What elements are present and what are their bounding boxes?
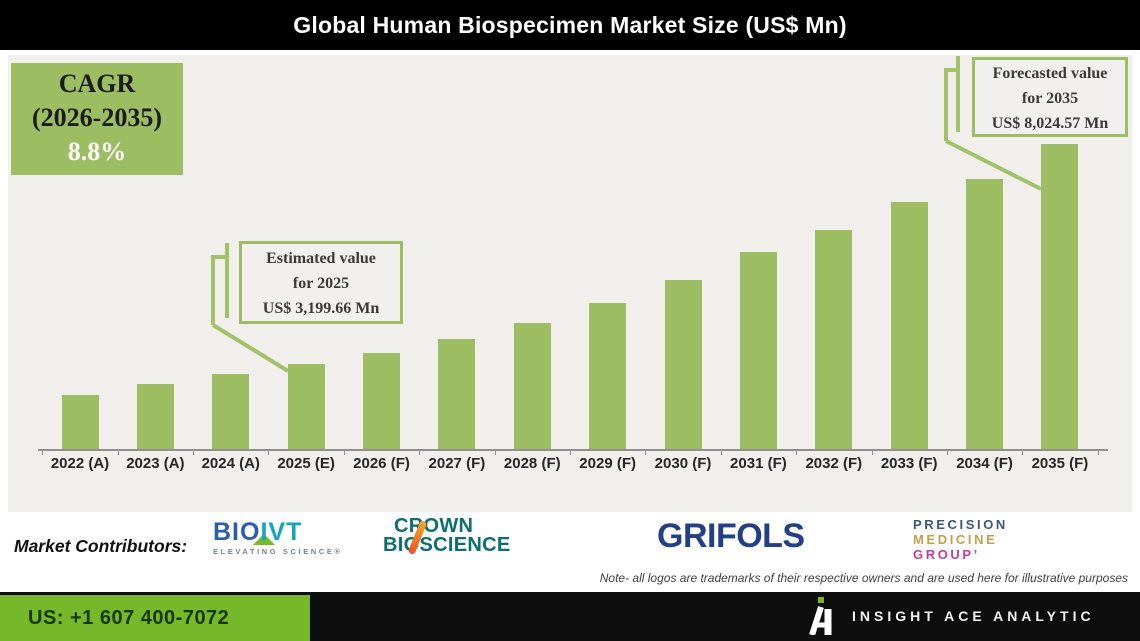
estimated-callout-line1: Estimated value xyxy=(266,250,376,267)
crown-line2: BIOSCIENCE xyxy=(383,534,511,556)
x-label: 2026 (F) xyxy=(353,455,410,472)
bioivt-tagline: ELEVATING SCIENCE® xyxy=(213,547,343,556)
bioivt-mountain-icon xyxy=(253,534,275,545)
x-label: 2030 (F) xyxy=(654,455,712,472)
bioivt-text-ivt: IVT xyxy=(260,518,303,546)
precision-medicine-group-logo: PRECISION MEDICINE GROUP’ xyxy=(913,517,1008,562)
forecast-callout-value: US$ 8,024.57 Mn xyxy=(991,115,1109,132)
x-tick xyxy=(117,449,119,455)
cagr-label: CAGR xyxy=(58,69,136,98)
forecasted-value-callout: Forecasted value for 2035 US$ 8,024.57 M… xyxy=(972,57,1128,137)
bar xyxy=(815,229,853,449)
market-contributors-label: Market Contributors: xyxy=(14,536,188,556)
x-label: 2034 (F) xyxy=(956,455,1013,472)
x-tick xyxy=(946,449,948,455)
cagr-value: 8.8% xyxy=(67,137,127,166)
bar xyxy=(136,383,174,449)
x-axis xyxy=(38,449,1108,451)
x-label: 2024 (A) xyxy=(201,455,260,472)
bar xyxy=(890,202,928,449)
x-label: 2023 (A) xyxy=(126,455,185,472)
crown-line1: CROWN xyxy=(394,515,474,537)
bar xyxy=(61,394,99,449)
bar xyxy=(513,323,551,449)
bioivt-text-bio: BIO xyxy=(213,518,261,546)
bioivt-wordmark: BIOIVT xyxy=(213,519,363,545)
crown-bioscience-logo: CROWN BIOSCIENCE xyxy=(383,515,543,556)
x-label: 2025 (E) xyxy=(277,455,335,472)
x-tick xyxy=(570,449,571,455)
x-tick xyxy=(268,449,270,455)
x-label: 2022 (A) xyxy=(50,455,110,472)
x-label: 2033 (F) xyxy=(880,455,938,472)
x-tick xyxy=(193,449,195,455)
bioivt-logo: BIOIVT ELEVATING SCIENCE® xyxy=(213,519,363,556)
x-tick xyxy=(1022,449,1024,455)
x-tick xyxy=(42,449,44,455)
precision-line3: GROUP’ xyxy=(913,547,980,562)
x-label: 2027 (F) xyxy=(428,455,486,472)
x-label: 2028 (F) xyxy=(503,455,561,472)
phone-number: US: +1 607 400-7072 xyxy=(28,607,230,629)
bar xyxy=(438,339,476,449)
x-tick xyxy=(419,449,421,455)
bar xyxy=(287,364,325,449)
grifols-logo: GRIFOLS xyxy=(657,517,805,555)
x-label: 2032 (F) xyxy=(805,455,863,472)
precision-line2: MEDICINE xyxy=(913,532,998,547)
bar xyxy=(1041,143,1079,449)
bar xyxy=(664,279,702,449)
phone-banner: US: +1 607 400-7072 xyxy=(0,595,310,641)
cagr-box: CAGR (2026-2035) 8.8% xyxy=(11,63,183,175)
x-label: 2029 (F) xyxy=(579,455,636,472)
trademark-note: Note- all logos are trademarks of their … xyxy=(599,571,1128,585)
bar xyxy=(212,374,250,449)
cagr-period: (2026-2035) xyxy=(32,103,162,132)
x-tick xyxy=(494,449,496,455)
bar xyxy=(966,179,1004,449)
bar xyxy=(589,302,627,449)
estimated-value-callout: Estimated value for 2025 US$ 3,199.66 Mn xyxy=(239,241,403,324)
x-tick xyxy=(720,449,722,455)
bar xyxy=(363,353,401,449)
x-tick xyxy=(871,449,873,455)
x-tick xyxy=(1097,449,1099,455)
x-tick xyxy=(796,449,798,455)
precision-line1: PRECISION xyxy=(913,517,1008,532)
forecast-callout-line2: for 2035 xyxy=(1021,90,1079,107)
x-tick xyxy=(645,449,647,455)
estimated-callout-value: US$ 3,199.66 Mn xyxy=(262,300,380,317)
insight-ace-logo-icon xyxy=(809,597,832,635)
forecast-callout-line1: Forecasted value xyxy=(992,65,1108,82)
x-label: 2035 (F) xyxy=(1031,455,1089,472)
estimated-callout-line2: for 2025 xyxy=(292,275,350,292)
title-bar: Global Human Biospecimen Market Size (US… xyxy=(0,0,1140,50)
chart-title: Global Human Biospecimen Market Size (US… xyxy=(293,11,847,38)
brand-name: INSIGHT ACE ANALYTIC xyxy=(852,608,1095,624)
x-label: 2031 (F) xyxy=(730,455,787,472)
x-tick xyxy=(343,449,345,455)
bar xyxy=(739,251,777,449)
